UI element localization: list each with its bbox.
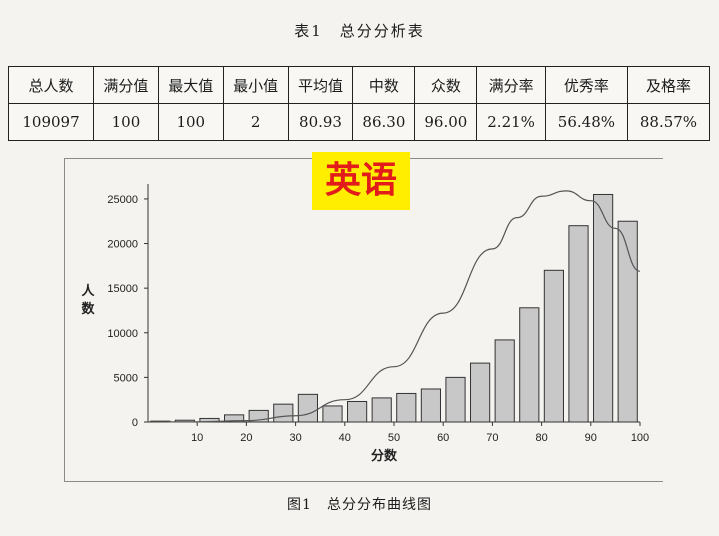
x-tick-label: 40 — [339, 432, 351, 444]
y-axis-label: 人数 — [81, 283, 95, 317]
y-tick-label: 15000 — [107, 283, 138, 295]
value-cell: 100 — [93, 103, 159, 141]
x-tick-label: 70 — [486, 432, 498, 444]
value-cell: 100 — [157, 103, 224, 141]
stats-table: 总人数 满分值 最大值 最小值 平均值 中数 众数 满分率 优秀率 及格率 10… — [8, 66, 711, 141]
y-tick-label: 10000 — [107, 328, 138, 340]
bar — [494, 339, 515, 423]
x-tick-label: 80 — [535, 432, 547, 444]
bar — [371, 397, 392, 423]
bar — [568, 225, 589, 423]
chart-curve — [147, 190, 641, 423]
y-tick-label: 0 — [132, 417, 138, 429]
bar — [519, 307, 540, 423]
bar — [347, 400, 368, 423]
value-cell: 56.48% — [544, 103, 628, 141]
header-cell: 中数 — [352, 66, 416, 104]
x-tick-label: 90 — [585, 432, 597, 444]
x-tick-label: 30 — [289, 432, 301, 444]
value-cell: 86.30 — [352, 103, 416, 141]
value-cell: 80.93 — [287, 103, 354, 141]
bar — [445, 376, 466, 423]
header-cell: 优秀率 — [544, 66, 628, 104]
value-cell: 96.00 — [414, 103, 478, 141]
header-cell: 最小值 — [222, 66, 289, 104]
bar — [297, 393, 318, 423]
x-axis-label: 分数 — [371, 448, 398, 464]
table-value-row: 109097 100 100 2 80.93 86.30 96.00 2.21%… — [8, 103, 711, 141]
value-cell: 109097 — [8, 103, 94, 141]
bar — [273, 403, 294, 423]
y-tick-label: 5000 — [114, 372, 138, 384]
bar — [420, 388, 441, 423]
figure-caption: 图1 总分分布曲线图 — [287, 497, 432, 513]
subject-badge: 英语 — [312, 152, 410, 210]
x-tick-label: 10 — [191, 432, 203, 444]
header-cell: 众数 — [414, 66, 478, 104]
value-cell: 2.21% — [476, 103, 546, 141]
chart-labels: 0 5000 10000 15000 20000 25000 10 20 30 40 50 60 70 8… — [81, 194, 649, 464]
bar — [396, 392, 417, 423]
bar — [322, 405, 343, 423]
table-title: 表1 总分分析表 — [294, 22, 425, 40]
value-cell: 2 — [222, 103, 289, 141]
header-cell: 平均值 — [287, 66, 354, 104]
y-tick-label: 20000 — [107, 239, 138, 251]
x-tick-label: 20 — [240, 432, 252, 444]
bar — [470, 362, 491, 423]
value-cell: 88.57% — [626, 103, 711, 141]
x-tick-label: 50 — [388, 432, 400, 444]
x-tick-label: 60 — [437, 432, 449, 444]
y-tick-label: 25000 — [107, 194, 138, 206]
header-cell: 满分值 — [93, 66, 159, 104]
bar — [593, 193, 614, 423]
distribution-curve — [147, 190, 641, 423]
bar — [248, 409, 269, 423]
x-tick-label: 100 — [631, 432, 649, 444]
bar — [543, 269, 564, 423]
chart-axes — [144, 184, 641, 426]
bar — [224, 414, 245, 423]
table-header-row: 总人数 满分值 最大值 最小值 平均值 中数 众数 满分率 优秀率 及格率 — [8, 66, 711, 104]
chart-bars — [150, 193, 638, 423]
bar — [617, 220, 638, 423]
